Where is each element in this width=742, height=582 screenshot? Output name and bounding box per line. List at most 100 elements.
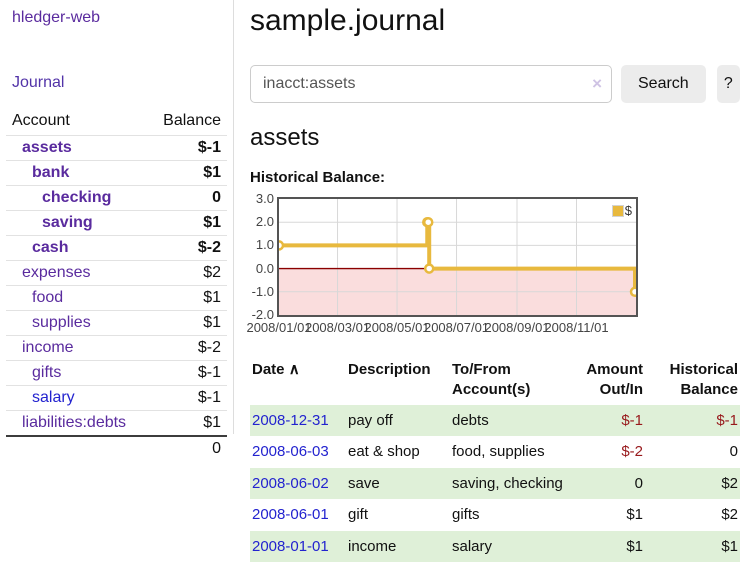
register-col-historical: Historical Balance xyxy=(669,361,738,399)
account-balance: $-1 xyxy=(197,364,221,381)
account-link[interactable]: income xyxy=(22,339,74,356)
accounts-col-account: Account xyxy=(12,112,70,129)
account-balance: $1 xyxy=(203,314,221,331)
transaction-amount: $1 xyxy=(626,537,643,555)
account-link[interactable]: gifts xyxy=(32,364,62,381)
transaction-date-link[interactable]: 2008-01-01 xyxy=(252,537,329,555)
register-header-row: Date ∧ Description To/From Account(s) Am… xyxy=(250,358,740,405)
register-table: Date ∧ Description To/From Account(s) Am… xyxy=(250,358,740,562)
transaction-balance: $2 xyxy=(721,474,738,492)
chart-plot-area: $ xyxy=(277,197,638,317)
register-col-amount: Amount Out/In xyxy=(586,361,643,399)
transaction-date-link[interactable]: 2008-06-02 xyxy=(252,474,329,492)
transaction-accounts: gifts xyxy=(452,506,480,523)
x-axis-tick-label: 2008/01/01 xyxy=(246,320,312,335)
transaction-date-link[interactable]: 2008-12-31 xyxy=(252,411,329,429)
x-axis-tick-label: 2008/05/01 xyxy=(364,320,430,335)
search-button[interactable]: Search xyxy=(621,65,706,103)
y-axis-tick-label: 3.0 xyxy=(255,191,274,206)
x-axis-tick-label: 2008/09/01 xyxy=(484,320,550,335)
transaction-amount: $1 xyxy=(626,506,643,523)
app-brand-link[interactable]: hledger-web xyxy=(12,9,101,26)
transaction-accounts: food, supplies xyxy=(452,443,545,460)
legend-swatch-icon xyxy=(611,204,624,217)
account-row: food $1 xyxy=(6,285,227,311)
transaction-balance: $-1 xyxy=(716,411,738,429)
account-balance: $-1 xyxy=(197,139,221,156)
account-row: salary $-1 xyxy=(6,385,227,411)
register-col-accounts: To/From Account(s) xyxy=(452,361,531,399)
sidebar: hledger-web Journal Account Balance asse… xyxy=(0,0,233,461)
account-balance: $-2 xyxy=(197,239,221,256)
chart-canvas xyxy=(279,199,636,315)
account-heading: assets xyxy=(250,124,320,151)
account-link[interactable]: assets xyxy=(22,139,72,156)
transaction-description: gift xyxy=(348,506,369,523)
accounts-col-balance: Balance xyxy=(163,112,221,129)
account-balance: $1 xyxy=(203,414,221,431)
transaction-amount: 0 xyxy=(634,474,643,492)
search-input[interactable] xyxy=(250,65,612,103)
chart-title: Historical Balance: xyxy=(250,169,386,186)
account-link[interactable]: liabilities:debts xyxy=(22,414,127,431)
transaction-balance: 0 xyxy=(729,443,738,460)
account-balance: $2 xyxy=(203,264,221,281)
register-row: 2008-06-02 save saving, checking 0 $2 xyxy=(250,467,740,499)
account-link[interactable]: salary xyxy=(32,389,75,406)
y-axis-tick-label: -2.0 xyxy=(251,307,274,322)
account-row: liabilities:debts $1 xyxy=(6,410,227,437)
accounts-table-body: assets $-1 bank $1 checking 0 saving $1 … xyxy=(6,135,227,462)
transaction-accounts: debts xyxy=(452,411,489,429)
register-row: 2008-12-31 pay off debts $-1 $-1 xyxy=(250,404,740,436)
account-balance: 0 xyxy=(212,189,221,206)
account-balance: $-2 xyxy=(197,339,221,356)
main-content: sample.journal × Search ? assets Histori… xyxy=(246,0,740,562)
transaction-amount: $-2 xyxy=(621,443,643,460)
account-row: saving $1 xyxy=(6,210,227,236)
clear-search-icon[interactable]: × xyxy=(592,74,602,93)
sort-ascending-icon: ∧ xyxy=(288,361,300,378)
account-balance: $1 xyxy=(203,289,221,306)
x-axis-tick-label: 2008/03/01 xyxy=(304,320,371,335)
register-row: 2008-01-01 income salary $1 $1 xyxy=(250,530,740,562)
y-axis-tick-label: 1.0 xyxy=(255,237,274,253)
account-link[interactable]: cash xyxy=(32,239,69,256)
register-row: 2008-06-01 gift gifts $1 $2 xyxy=(250,499,740,531)
transaction-date-link[interactable]: 2008-06-01 xyxy=(252,506,329,523)
historical-balance-chart: 3.0 2.0 1.0 0.0 -1.0 -2.0 $ 2008/01/01 2008/03… xyxy=(246,191,640,344)
chart-x-axis: 2008/01/01 2008/03/01 2008/05/01 2008/07/01… xyxy=(246,320,640,337)
account-link[interactable]: bank xyxy=(32,164,70,181)
search-form: × Search ? xyxy=(250,65,740,103)
sidebar-item-journal[interactable]: Journal xyxy=(12,74,65,91)
register-col-date[interactable]: Date ∧ xyxy=(252,361,300,378)
accounts-table: Account Balance assets $-1 bank $1 check… xyxy=(6,109,227,461)
account-balance: $1 xyxy=(203,214,221,231)
transaction-description: pay off xyxy=(348,411,393,429)
register-table-body: 2008-12-31 pay off debts $-1 $-1 2008-06… xyxy=(250,404,740,562)
page-title: sample.journal xyxy=(250,4,446,37)
y-axis-tick-label: 0.0 xyxy=(255,260,274,276)
transaction-date-link[interactable]: 2008-06-03 xyxy=(252,443,329,460)
sidebar-divider xyxy=(233,0,234,434)
account-row: income $-2 xyxy=(6,335,227,361)
account-row: cash $-2 xyxy=(6,235,227,261)
account-link[interactable]: food xyxy=(32,289,64,306)
chart-legend: $ xyxy=(611,203,632,218)
x-axis-tick-label: 2008/11/01 xyxy=(544,320,609,335)
account-link[interactable]: supplies xyxy=(32,314,91,331)
account-link[interactable]: checking xyxy=(42,189,112,206)
account-link[interactable]: expenses xyxy=(22,264,91,281)
account-balance: $1 xyxy=(203,164,221,181)
account-row: supplies $1 xyxy=(6,310,227,336)
account-link[interactable]: saving xyxy=(42,214,93,231)
transaction-balance: $1 xyxy=(721,537,738,555)
x-axis-tick-label: 2008/07/01 xyxy=(423,320,490,335)
help-button[interactable]: ? xyxy=(716,65,740,103)
transaction-accounts: saving, checking xyxy=(452,474,563,492)
account-row: bank $1 xyxy=(6,160,227,186)
accounts-table-header: Account Balance xyxy=(6,109,227,136)
legend-label: $ xyxy=(624,203,632,218)
transaction-amount: $-1 xyxy=(621,411,643,429)
y-axis-tick-label: 2.0 xyxy=(255,214,274,230)
register-col-description: Description xyxy=(348,361,431,378)
